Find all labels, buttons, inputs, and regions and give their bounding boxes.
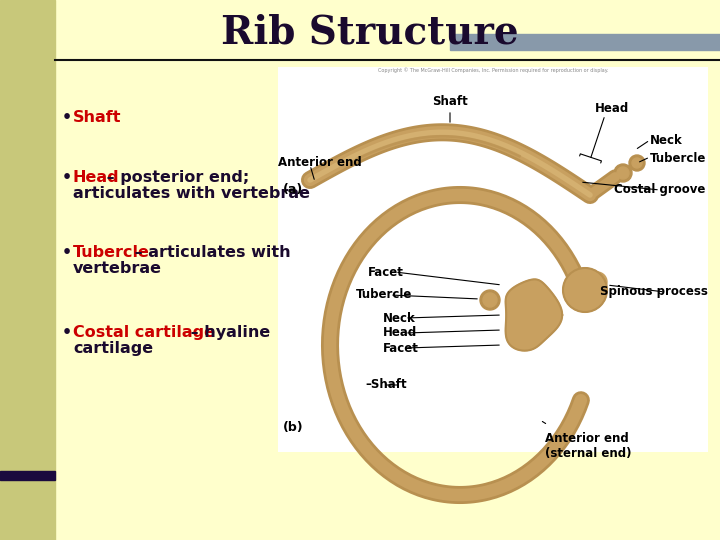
Text: – posterior end;: – posterior end;: [101, 170, 249, 185]
Text: Head: Head: [73, 170, 120, 185]
Circle shape: [614, 164, 632, 182]
Text: Facet: Facet: [383, 341, 419, 354]
Bar: [0, 471, 55, 480]
Circle shape: [617, 167, 629, 179]
Text: •: •: [62, 245, 78, 260]
Text: Spinous process: Spinous process: [600, 286, 708, 299]
Circle shape: [587, 272, 607, 292]
Text: Shaft: Shaft: [73, 110, 122, 125]
Text: Shaft: Shaft: [432, 95, 468, 108]
Text: Costal groove: Costal groove: [613, 184, 705, 197]
Text: – hyaline: – hyaline: [185, 325, 270, 340]
Text: Anterior end
(sternal end): Anterior end (sternal end): [545, 432, 631, 460]
Text: Neck: Neck: [383, 312, 415, 325]
Text: Anterior end: Anterior end: [278, 156, 361, 168]
Circle shape: [629, 155, 645, 171]
Text: Costal cartilage: Costal cartilage: [73, 325, 215, 340]
Bar: [0, 0, 55, 540]
Text: cartilage: cartilage: [73, 341, 153, 356]
Text: Facet: Facet: [368, 266, 404, 279]
Text: (b): (b): [283, 422, 304, 435]
Text: Neck: Neck: [650, 133, 683, 146]
Polygon shape: [505, 279, 562, 350]
Text: Rib Structure: Rib Structure: [221, 13, 519, 51]
Text: – articulates with: – articulates with: [129, 245, 291, 260]
Text: •: •: [62, 325, 78, 340]
Text: articulates with vertebrae: articulates with vertebrae: [73, 186, 310, 201]
Text: Tubercle: Tubercle: [650, 152, 706, 165]
Text: •: •: [62, 110, 78, 125]
Text: Tubercle: Tubercle: [356, 288, 413, 301]
Circle shape: [563, 268, 607, 312]
Bar: [278, 67, 708, 452]
Text: –Shaft: –Shaft: [365, 379, 407, 392]
Circle shape: [632, 158, 642, 168]
Text: Tubercle: Tubercle: [73, 245, 150, 260]
Circle shape: [483, 293, 497, 307]
Text: (a): (a): [283, 184, 303, 197]
Bar: [450, 34, 720, 50]
Circle shape: [480, 290, 500, 310]
Text: Head: Head: [595, 102, 629, 114]
Text: vertebrae: vertebrae: [73, 261, 162, 276]
Text: Head: Head: [383, 327, 418, 340]
Text: Copyright © The McGraw-Hill Companies, Inc. Permission required for reproduction: Copyright © The McGraw-Hill Companies, I…: [378, 67, 608, 73]
Text: •: •: [62, 170, 78, 185]
